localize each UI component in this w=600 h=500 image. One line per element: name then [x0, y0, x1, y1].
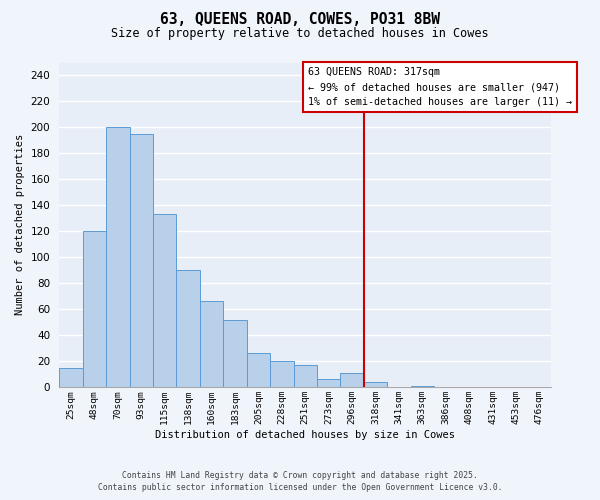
Bar [59, 368, 83, 387]
X-axis label: Distribution of detached houses by size in Cowes: Distribution of detached houses by size … [155, 430, 455, 440]
Bar [83, 232, 106, 387]
Bar [293, 365, 317, 387]
Text: 63, QUEENS ROAD, COWES, PO31 8BW: 63, QUEENS ROAD, COWES, PO31 8BW [160, 12, 440, 28]
Bar [364, 382, 387, 387]
Bar [176, 270, 200, 387]
Bar [106, 128, 130, 387]
Bar [223, 320, 247, 387]
Text: Contains HM Land Registry data © Crown copyright and database right 2025.
Contai: Contains HM Land Registry data © Crown c… [98, 471, 502, 492]
Bar [340, 373, 364, 387]
Bar [153, 214, 176, 387]
Bar [200, 302, 223, 387]
Text: 63 QUEENS ROAD: 317sqm
← 99% of detached houses are smaller (947)
1% of semi-det: 63 QUEENS ROAD: 317sqm ← 99% of detached… [308, 68, 572, 107]
Bar [247, 354, 270, 387]
Text: Size of property relative to detached houses in Cowes: Size of property relative to detached ho… [111, 28, 489, 40]
Bar [317, 380, 340, 387]
Bar [270, 361, 293, 387]
Y-axis label: Number of detached properties: Number of detached properties [15, 134, 25, 316]
Bar [410, 386, 434, 387]
Bar [130, 134, 153, 387]
